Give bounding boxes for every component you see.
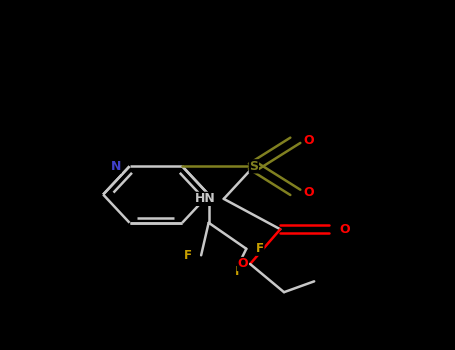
Text: N: N bbox=[111, 160, 121, 173]
Text: F: F bbox=[183, 249, 192, 262]
Text: O: O bbox=[303, 186, 314, 199]
Text: F: F bbox=[235, 265, 243, 278]
Text: O: O bbox=[303, 134, 314, 147]
Text: O: O bbox=[237, 258, 248, 271]
Text: O: O bbox=[339, 223, 349, 236]
Text: S: S bbox=[249, 160, 258, 173]
Text: HN: HN bbox=[195, 193, 215, 205]
Text: F: F bbox=[256, 242, 264, 255]
